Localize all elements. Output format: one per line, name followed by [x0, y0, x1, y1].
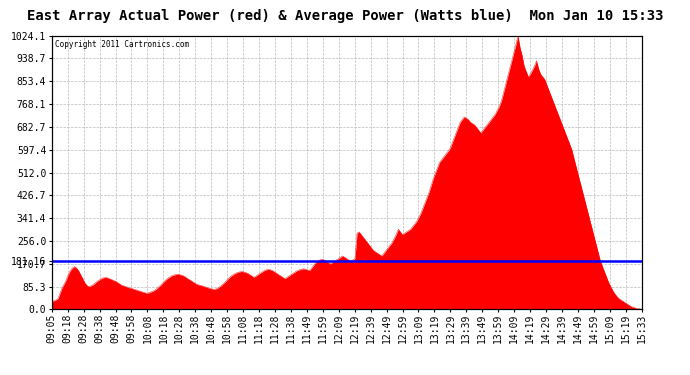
Text: East Array Actual Power (red) & Average Power (Watts blue)  Mon Jan 10 15:33: East Array Actual Power (red) & Average …: [27, 9, 663, 23]
Text: Copyright 2011 Cartronics.com: Copyright 2011 Cartronics.com: [55, 40, 189, 49]
